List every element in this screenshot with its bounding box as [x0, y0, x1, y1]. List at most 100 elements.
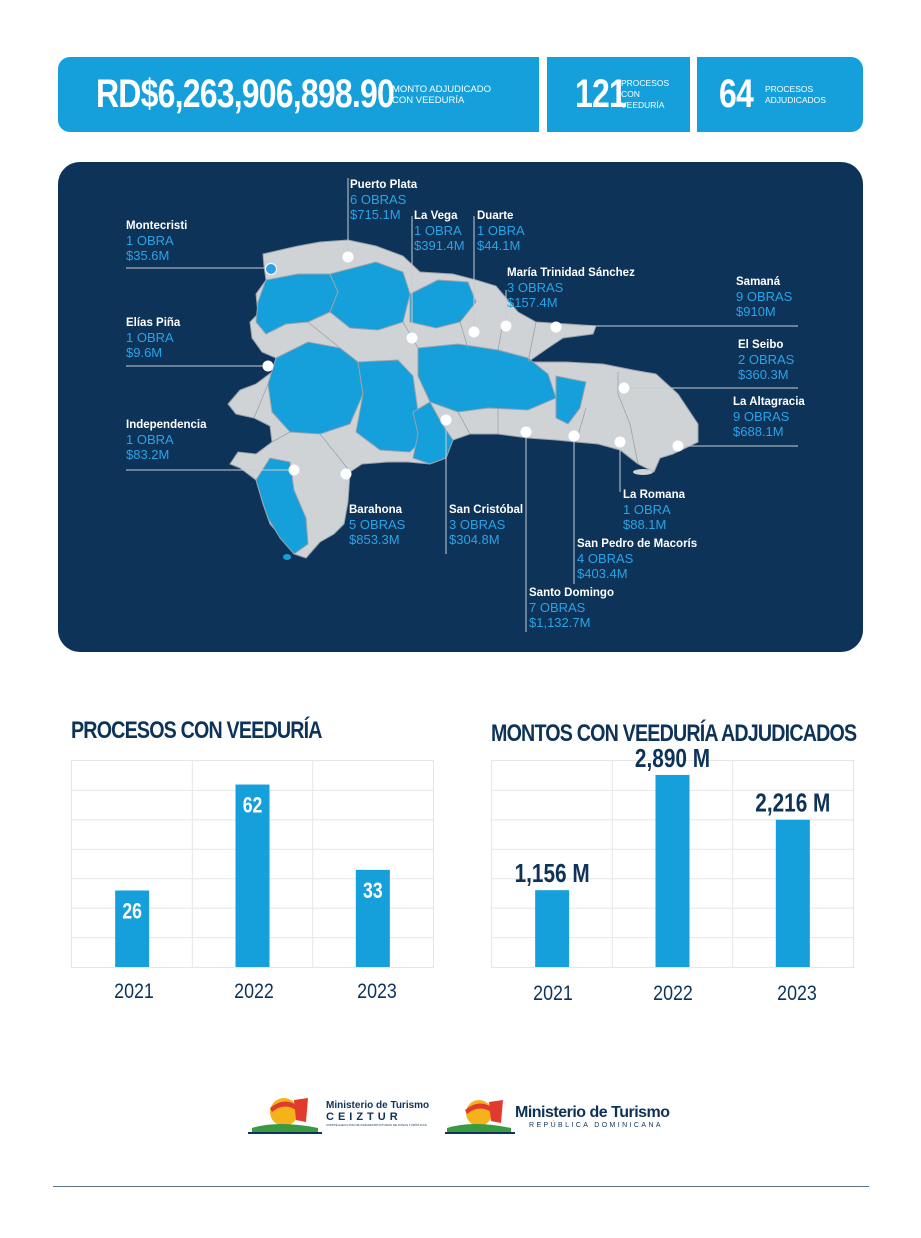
- amount-stat-box: RD$6,263,906,898.90 MONTO ADJUDICADO CON…: [58, 57, 539, 132]
- ceiztur-line2: CEIZTUR: [326, 1111, 402, 1123]
- label-la-romana: La Romana 1 OBRA $88.1M: [623, 488, 685, 532]
- region-obras: 9 OBRAS: [733, 409, 790, 424]
- province-west-central: [267, 341, 364, 435]
- bar-value-label: 1,156 M: [515, 859, 590, 888]
- marker-elias-pina: [262, 360, 274, 372]
- amount-value: RD$6,263,906,898.90: [96, 72, 395, 116]
- region-obras: 9 OBRAS: [736, 289, 793, 304]
- region-obras: 3 OBRAS: [507, 280, 564, 295]
- marker-el-seibo: [618, 382, 630, 394]
- processes-label-line2: VEEDURÍA: [621, 100, 665, 110]
- label-samana: Samaná 9 OBRAS $910M: [736, 275, 792, 319]
- awarded-label: PROCESOS ADJUDICADOS: [765, 84, 826, 106]
- region-obras: 1 OBRA: [623, 502, 671, 517]
- label-duarte: Duarte 1 OBRA $44.1M: [477, 209, 525, 253]
- region-name: La Altagracia: [733, 396, 805, 408]
- region-monto: $403.4M: [577, 566, 628, 581]
- marker-duarte: [468, 326, 480, 338]
- logo-ministerio: Ministerio de Turismo REPÚBLICA DOMINICA…: [445, 1096, 685, 1138]
- marker-santo-domingo: [520, 426, 532, 438]
- region-monto: $83.2M: [126, 447, 170, 462]
- footer-divider: [53, 1186, 869, 1187]
- ministerio-line1: Ministerio de Turismo: [515, 1104, 670, 1121]
- region-monto: $157.4M: [507, 295, 558, 310]
- marker-la-altagracia: [672, 440, 684, 452]
- region-obras: 5 OBRAS: [349, 517, 406, 532]
- region-name: San Cristóbal: [449, 504, 524, 516]
- region-monto: $304.8M: [449, 532, 500, 547]
- dominican-republic-map: [126, 178, 798, 632]
- bar-value-label: 2,216 M: [755, 789, 830, 818]
- region-obras: 1 OBRA: [477, 223, 525, 238]
- region-monto: $88.1M: [623, 517, 667, 532]
- marker-la-romana: [614, 436, 626, 448]
- chart-montos-xlabel: 2021: [533, 982, 573, 1005]
- region-obras: 3 OBRAS: [449, 517, 506, 532]
- region-monto: $391.4M: [414, 238, 465, 253]
- label-la-altagracia: La Altagracia 9 OBRAS $688.1M: [733, 395, 805, 439]
- region-name: Independencia: [126, 419, 207, 431]
- marker-barahona: [340, 468, 352, 480]
- region-name: María Trinidad Sánchez: [507, 267, 635, 279]
- province-east-central: [417, 343, 557, 413]
- region-monto: $715.1M: [350, 207, 401, 222]
- marker-spm: [568, 430, 580, 442]
- bar-value-label: 2,890 M: [635, 744, 710, 773]
- region-obras: 4 OBRAS: [577, 551, 634, 566]
- region-obras: 2 OBRAS: [738, 352, 795, 367]
- chart-title-procesos: PROCESOS CON VEEDURÍA: [71, 717, 323, 744]
- amount-label-line1: MONTO ADJUDICADO: [392, 83, 492, 95]
- label-el-seibo: El Seibo 2 OBRAS $360.3M: [738, 338, 794, 382]
- region-monto: $35.6M: [126, 248, 170, 263]
- region-obras: 1 OBRA: [126, 233, 174, 248]
- bar-value-label: 33: [363, 879, 383, 903]
- bar-2023: [355, 869, 390, 967]
- region-name: Elías Piña: [126, 317, 181, 329]
- label-puerto-plata: Puerto Plata 6 OBRAS $715.1M: [350, 178, 417, 222]
- marker-montecristi: [265, 263, 277, 275]
- processes-stat-box: 121 PROCESOS CON VEEDURÍA: [547, 57, 690, 132]
- region-obras: 7 OBRAS: [529, 600, 586, 615]
- label-montecristi: Montecristi 1 OBRA $35.6M: [126, 219, 187, 263]
- label-san-cristobal: San Cristóbal 3 OBRAS $304.8M: [449, 503, 523, 547]
- ministerio-text: Ministerio de Turismo REPÚBLICA DOMINICA…: [515, 1104, 670, 1129]
- awarded-stat-box: 64 PROCESOS ADJUDICADOS: [697, 57, 863, 132]
- region-name: Santo Domingo: [529, 587, 614, 599]
- amount-label-line2: CON VEEDURÍA: [392, 94, 465, 106]
- province-north-central: [329, 261, 411, 331]
- region-name: Montecristi: [126, 220, 188, 232]
- region-monto: $910M: [736, 304, 776, 319]
- province-north-east: [409, 279, 477, 329]
- logo-ceiztur: Ministerio de Turismo CEIZTUR COMITÉ EJE…: [248, 1094, 429, 1138]
- label-la-vega: La Vega 1 OBRA $391.4M: [414, 209, 465, 253]
- marker-independencia: [288, 464, 300, 476]
- bar-2023: [775, 819, 810, 967]
- processes-label: PROCESOS CON VEEDURÍA: [621, 78, 690, 111]
- bar-2022: [235, 784, 270, 967]
- chart-procesos-xlabel: 2022: [234, 980, 274, 1003]
- label-santo-domingo: Santo Domingo 7 OBRAS $1,132.7M: [529, 586, 614, 630]
- region-name: Puerto Plata: [350, 179, 418, 191]
- label-mts: María Trinidad Sánchez 3 OBRAS $157.4M: [507, 266, 635, 310]
- region-monto: $44.1M: [477, 238, 521, 253]
- beata-island: [283, 554, 291, 560]
- marker-la-vega: [406, 332, 418, 344]
- region-monto: $360.3M: [738, 367, 789, 382]
- province-southwest: [255, 457, 309, 555]
- marker-samana: [550, 321, 562, 333]
- marker-san-cristobal: [440, 414, 452, 426]
- processes-value: 121: [575, 72, 627, 116]
- label-barahona: Barahona 5 OBRAS $853.3M: [349, 503, 405, 547]
- region-monto: $9.6M: [126, 345, 163, 360]
- region-name: El Seibo: [738, 339, 784, 351]
- ceiztur-line1: Ministerio de Turismo: [326, 1100, 430, 1111]
- region-name: La Romana: [623, 489, 685, 501]
- region-obras: 1 OBRA: [414, 223, 462, 238]
- awarded-value: 64: [719, 72, 754, 116]
- map-markers: [262, 251, 684, 480]
- ceiztur-text: Ministerio de Turismo CEIZTUR COMITÉ EJE…: [326, 1100, 429, 1127]
- chart-procesos: 26 62 33: [71, 760, 434, 968]
- ceiztur-emblem: [248, 1098, 322, 1134]
- chart-procesos-xlabel: 2023: [357, 980, 397, 1003]
- awarded-label-line2: ADJUDICADOS: [765, 94, 826, 105]
